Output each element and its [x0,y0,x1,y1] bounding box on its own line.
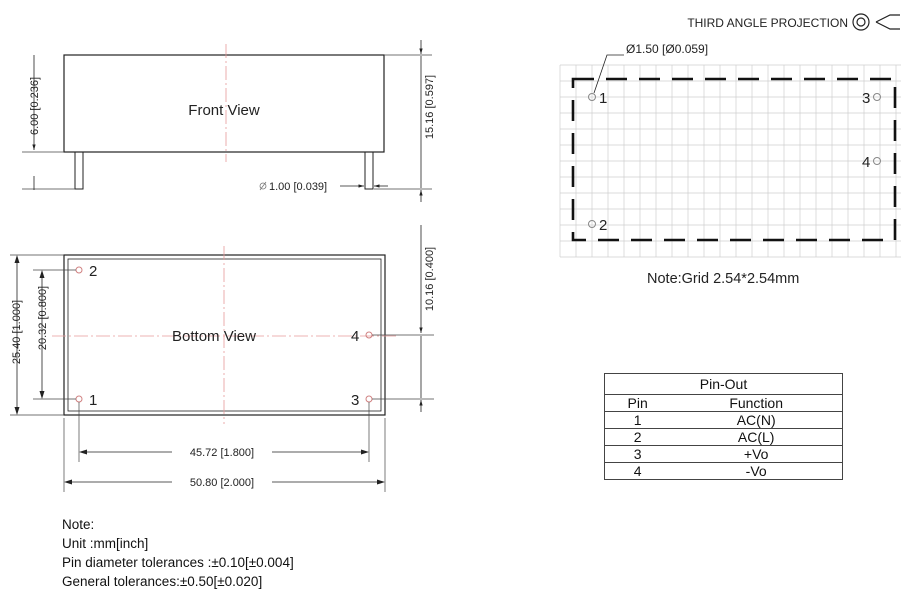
bottom-view: Bottom View 2 1 4 3 25.40 [1.000] [10,225,436,492]
grid-pin-4: 4 [862,154,881,171]
grid-pin-1: 1 [588,90,607,107]
notes-heading: Note: [62,517,95,532]
bottom-pin-2-label: 2 [89,263,97,280]
bottom-pin-4: 4 [351,328,373,345]
grid-note: Note:Grid 2.54*2.54mm [647,271,800,287]
projection-label: THIRD ANGLE PROJECTION [687,16,848,30]
notes-general-tolerance: General tolerances:±0.50[±0.020] [62,574,263,589]
front-view: Front View 6.00 [0.236] 15.16 [0.597] 1.… [22,40,436,202]
dim-bottom-height: 25.40 [1.000] [10,254,64,416]
grid-lines [559,64,901,258]
pinout-row-function: -Vo [670,462,844,480]
dim-body-height: 6.00 [0.236] [22,55,75,190]
dim-pin-spacing-vertical-text: 20.32 [0.800] [37,286,49,350]
bottom-pin-3-label: 3 [351,392,359,409]
grid-pin-3: 3 [862,90,881,107]
pinout-row-function: AC(N) [670,411,844,429]
pinout-row-function: +Vo [670,445,844,463]
pinout-row-function: AC(L) [670,428,844,446]
pinout-header-pin: Pin [604,394,671,412]
front-view-body [63,54,385,153]
diameter-icon [259,182,267,190]
pinout-row-pin: 1 [604,411,671,429]
pinout-header-function: Function [670,394,844,412]
dim-body-height-text: 6.00 [0.236] [29,77,41,135]
grid-pin-1-label: 1 [599,90,607,107]
third-angle-projection-icon [852,13,900,31]
front-pin-left [74,151,84,190]
bottom-pin-1-label: 1 [89,392,97,409]
dim-total-height: 15.16 [0.597] [374,40,436,202]
grid-pin-3-label: 3 [862,90,870,107]
front-view-title: Front View [188,102,260,119]
bottom-view-title: Bottom View [172,328,256,345]
dim-pin-diameter-text: 1.00 [0.039] [269,181,327,193]
pcb-outline [571,77,897,242]
dim-pin-spacing-vertical: 20.32 [0.800] [33,269,76,400]
dim-bottom-width: 50.80 [2.000] [63,418,386,492]
pinout-title: Pin-Out [604,373,843,395]
dim-pin-spacing-horizontal-text: 45.72 [1.800] [190,447,254,459]
dim-total-height-text: 15.16 [0.597] [424,75,436,139]
pinout-row-pin: 3 [604,445,671,463]
bottom-pin-2: 2 [75,263,97,280]
dim-bottom-width-text: 50.80 [2.000] [190,477,254,489]
dim-pin-diameter: 1.00 [0.039] [259,181,388,193]
notes-unit: Unit :mm[inch] [62,536,149,551]
dim-pin4-offset-text: 10.16 [0.400] [424,247,436,311]
grid-pin-2-label: 2 [599,217,607,234]
dim-pin-spacing-horizontal: 45.72 [1.800] [78,402,370,462]
pcb-grid-view: 1 2 3 4 Ø1.50 [Ø0.059] [559,42,901,258]
pinout-table: Pin-Out Pin Function 1 AC(N) 2 AC(L) 3 +… [604,373,844,480]
dim-pin4-offset: 10.16 [0.400] [372,225,436,412]
hole-callout: Ø1.50 [Ø0.059] [593,42,708,94]
hole-callout-text: Ø1.50 [Ø0.059] [626,42,708,56]
projection-header: THIRD ANGLE PROJECTION [687,13,900,31]
bottom-pin-4-label: 4 [351,328,359,345]
front-pin-right [364,151,374,190]
notes-block: Note: Unit :mm[inch] Pin diameter tolera… [62,515,294,591]
pinout-row-pin: 4 [604,462,671,480]
grid-pin-4-label: 4 [862,154,870,171]
pinout-row-pin: 2 [604,428,671,446]
dim-bottom-height-text: 25.40 [1.000] [11,300,23,364]
grid-pin-2: 2 [588,217,607,234]
notes-pin-tolerance: Pin diameter tolerances :±0.10[±0.004] [62,555,294,570]
